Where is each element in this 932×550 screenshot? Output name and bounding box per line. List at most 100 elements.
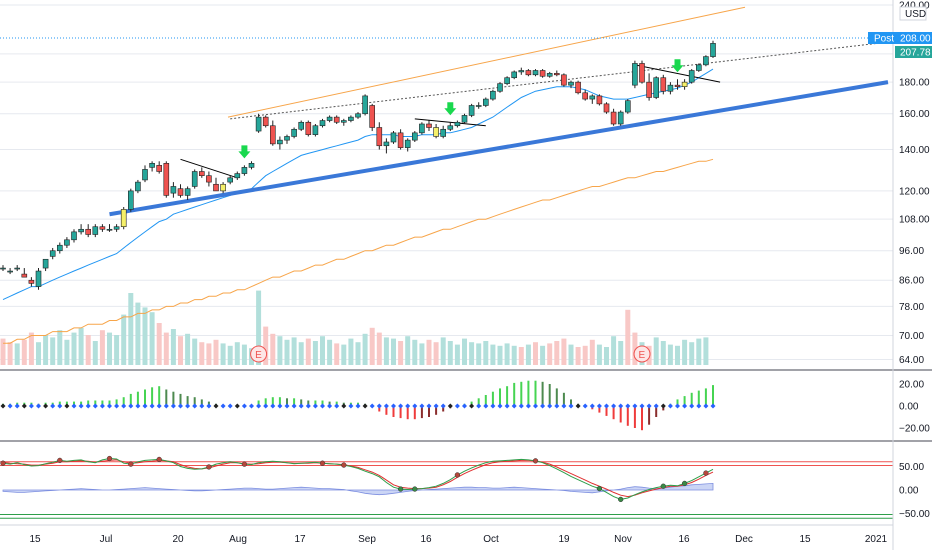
volume-bar bbox=[589, 339, 595, 365]
candle-body bbox=[617, 111, 624, 125]
zero-cross-diamond bbox=[525, 403, 531, 409]
zero-cross-diamond bbox=[504, 403, 510, 409]
volume-bar bbox=[440, 337, 446, 365]
price-tick-label: 160.00 bbox=[899, 109, 930, 120]
volume-bar bbox=[227, 345, 233, 365]
candle-body bbox=[227, 177, 233, 183]
oscillator-cross-dot bbox=[596, 485, 603, 492]
zero-cross-diamond bbox=[185, 403, 191, 409]
time-tick-label: 16 bbox=[678, 534, 690, 545]
histogram-bar bbox=[648, 406, 651, 425]
histogram-bar bbox=[378, 406, 381, 412]
time-tick-label: Aug bbox=[229, 534, 247, 545]
candle-body bbox=[355, 113, 361, 118]
histogram-bar bbox=[598, 406, 601, 413]
volume-bar bbox=[85, 335, 91, 365]
candle-body bbox=[468, 105, 475, 116]
histogram-bar bbox=[499, 388, 501, 406]
candle-body bbox=[667, 84, 674, 92]
oscillator-tick-label: −50.00 bbox=[899, 509, 930, 520]
volume-bar bbox=[156, 323, 162, 365]
candle-body bbox=[589, 95, 596, 100]
volume-bar bbox=[497, 345, 503, 365]
candle-body bbox=[163, 163, 170, 196]
zero-cross-diamond bbox=[575, 403, 581, 409]
histogram-bar bbox=[101, 400, 104, 406]
candle-body bbox=[142, 169, 148, 181]
earnings-marker-label: E bbox=[639, 350, 646, 361]
volume-bar bbox=[57, 330, 63, 365]
histogram-bar bbox=[314, 400, 317, 406]
volume-bar bbox=[291, 337, 297, 365]
volume-bar bbox=[660, 341, 666, 365]
price-axis[interactable]: 240.00200.00180.00160.00140.00120.00108.… bbox=[899, 1, 930, 366]
histogram-bar bbox=[158, 386, 161, 406]
volume-bar bbox=[391, 338, 396, 365]
histogram-bar bbox=[555, 388, 558, 406]
candle-body bbox=[277, 139, 283, 145]
buy-signal-arrow-icon bbox=[444, 102, 457, 116]
volume-bar bbox=[284, 339, 290, 365]
zero-cross-diamond bbox=[107, 403, 112, 409]
price-tick-label: 96.00 bbox=[899, 246, 924, 257]
histogram-bar bbox=[704, 388, 707, 406]
volume-bar bbox=[163, 332, 169, 365]
zero-cross-diamond bbox=[178, 403, 183, 409]
trend-lines[interactable] bbox=[0, 6, 893, 217]
candle-body bbox=[220, 183, 226, 192]
candle-body bbox=[482, 98, 489, 106]
candle-body bbox=[170, 186, 177, 194]
volume-bar bbox=[667, 344, 673, 365]
price-tick-label: 120.00 bbox=[899, 186, 930, 197]
oscillator-cross-dot bbox=[156, 456, 162, 463]
histogram-bar bbox=[406, 406, 409, 420]
zero-cross-diamond bbox=[170, 403, 176, 409]
zero-cross-diamond bbox=[476, 403, 482, 409]
histogram-bar bbox=[115, 399, 118, 406]
zero-cross-diamond bbox=[405, 403, 411, 409]
zero-cross-diamond bbox=[28, 403, 34, 409]
zero-cross-diamond bbox=[454, 403, 460, 409]
zero-cross-diamond bbox=[675, 403, 680, 409]
zero-cross-diamond bbox=[596, 403, 602, 409]
histogram-bar bbox=[435, 406, 438, 415]
zero-cross-diamond bbox=[43, 403, 49, 409]
volume-bar bbox=[355, 342, 361, 365]
volume-bar bbox=[312, 341, 318, 365]
candle-body bbox=[333, 116, 340, 123]
ma200-path bbox=[3, 158, 714, 344]
candle-body bbox=[56, 244, 63, 252]
candle-body bbox=[369, 105, 376, 128]
histogram-bar bbox=[413, 406, 416, 420]
earnings-marker-icon bbox=[633, 345, 651, 363]
zero-cross-diamond bbox=[696, 403, 702, 409]
candle-body bbox=[404, 139, 411, 148]
grid bbox=[0, 4, 893, 360]
candle-body bbox=[71, 231, 77, 241]
histogram-tick-label: −20.00 bbox=[899, 424, 930, 435]
candle-body bbox=[213, 183, 219, 192]
zero-cross-diamond bbox=[440, 403, 446, 409]
volume-bar bbox=[632, 332, 638, 365]
zero-cross-diamond bbox=[220, 403, 226, 409]
volume-bar bbox=[426, 339, 432, 365]
zero-cross-diamond bbox=[710, 403, 716, 409]
volume-bar bbox=[107, 332, 112, 365]
time-tick-label: 20 bbox=[172, 534, 184, 545]
candle-body bbox=[362, 95, 368, 115]
candle-body bbox=[419, 123, 425, 134]
histogram-bar bbox=[562, 392, 565, 406]
volume-bar bbox=[348, 338, 354, 365]
volume-bar bbox=[476, 343, 482, 365]
time-axis[interactable]: 15 Jul 20 Aug 17 Sep 16 Oct 19 Nov 16 Dec 15 2021 bbox=[29, 534, 887, 545]
zero-cross-diamond bbox=[646, 403, 652, 409]
volume-bar bbox=[256, 290, 262, 365]
histogram-bar bbox=[442, 406, 445, 412]
volume-bar bbox=[362, 333, 368, 365]
zero-cross-diamond bbox=[497, 403, 503, 409]
candle-body bbox=[284, 136, 290, 141]
histogram-bar bbox=[278, 397, 281, 406]
histogram-bar bbox=[641, 406, 643, 431]
candle-body bbox=[340, 120, 347, 123]
